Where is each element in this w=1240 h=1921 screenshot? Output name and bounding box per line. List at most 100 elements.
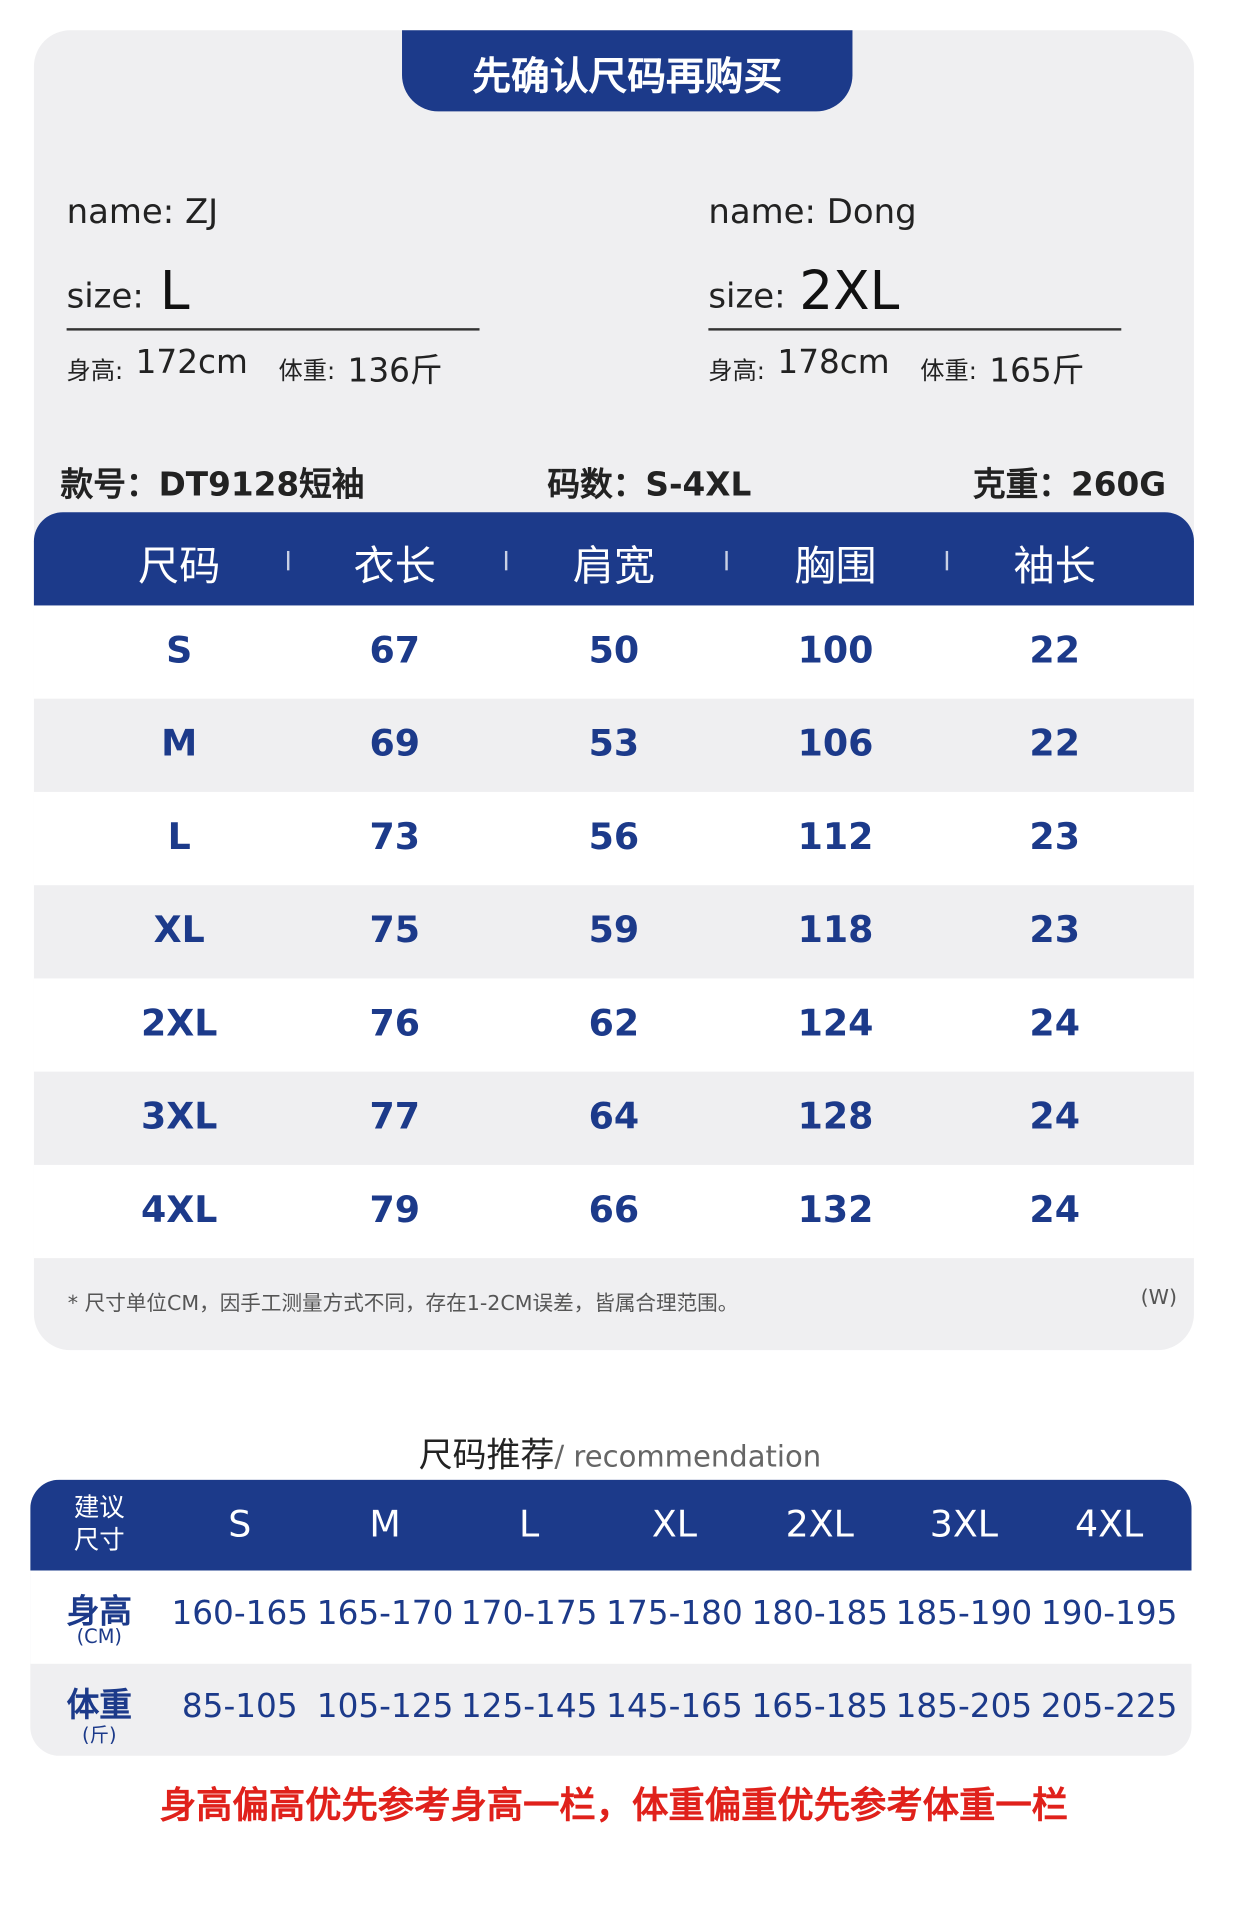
size-header: M (369, 1503, 401, 1547)
cell: 24 (1029, 1095, 1080, 1139)
range: 160-165 (171, 1594, 309, 1633)
header-separator (504, 550, 507, 571)
cell: 106 (797, 722, 874, 766)
cell: 50 (588, 629, 640, 673)
cell: 24 (1029, 1002, 1080, 1046)
cell: 128 (797, 1095, 874, 1139)
range: 180-185 (751, 1594, 889, 1633)
column-header: 胸围 (794, 542, 877, 591)
cell: S (166, 629, 193, 673)
rec-row-bg (30, 1570, 1192, 1664)
title: 先确认尺码再购买 (472, 53, 783, 100)
rec-subtitle: / recommendation (554, 1439, 822, 1474)
cell: 118 (797, 909, 874, 952)
size-value: 2XL (799, 260, 900, 323)
row-bg (33, 605, 1194, 699)
height-label: 身高: (66, 356, 124, 386)
cell: 53 (588, 722, 640, 766)
size-header: S (228, 1503, 252, 1547)
range: 105-125 (316, 1687, 454, 1726)
header-separator (286, 550, 290, 571)
cell: 62 (588, 1002, 640, 1046)
cell: 112 (797, 816, 874, 859)
cell: 23 (1029, 816, 1080, 859)
row-bg (33, 791, 1194, 886)
header-separator (724, 550, 728, 571)
cell: L (167, 816, 191, 859)
cell: 75 (369, 909, 421, 952)
column-header: 尺码 (138, 542, 221, 591)
style: 款号：DT9128短袖 (60, 466, 365, 504)
fabric-weight: 克重：260G (972, 466, 1167, 504)
range: 125-145 (460, 1687, 598, 1726)
cell: 22 (1029, 629, 1080, 673)
range: 165-170 (316, 1594, 454, 1633)
column-header: 袖长 (1013, 542, 1096, 591)
header-separator (945, 550, 948, 571)
rec-title: 尺码推荐 (418, 1434, 555, 1475)
range: 165-185 (751, 1687, 889, 1726)
weight-value: 165斤 (989, 352, 1085, 390)
cell: 67 (369, 629, 421, 673)
row-bg (33, 1164, 1194, 1259)
cell: 59 (588, 909, 640, 952)
cell: M (161, 722, 198, 766)
cell: 64 (588, 1095, 640, 1139)
model-name: name: ZJ (66, 191, 219, 232)
rec-table (30, 1479, 1192, 1756)
range: 185-205 (895, 1687, 1033, 1726)
corner-label: 建议 (73, 1493, 125, 1523)
note: * 尺寸单位CM，因手工测量方式不同，存在1-2CM误差，皆属合理范围。 (67, 1292, 739, 1317)
size-value: L (159, 260, 190, 323)
size-label: size: (708, 276, 786, 317)
title-tab (402, 30, 853, 112)
range: 190-195 (1040, 1594, 1178, 1633)
height-value: 178cm (777, 343, 890, 382)
range: 85-105 (181, 1687, 298, 1726)
cell: 77 (369, 1095, 421, 1139)
cell: 3XL (140, 1095, 218, 1139)
table-header (33, 512, 1194, 606)
underline (708, 328, 1122, 331)
weight-value: 136斤 (347, 352, 443, 390)
footer: 身高偏高优先参考身高一栏，体重偏重优先参考体重一栏 (159, 1784, 1069, 1828)
model-name: name: Dong (708, 191, 917, 232)
cell: 2XL (140, 1002, 218, 1046)
size-header: 4XL (1075, 1503, 1144, 1547)
corner-label: 尺寸 (73, 1525, 125, 1555)
size-range: 码数：S-4XL (547, 466, 752, 504)
size-header: 2XL (785, 1503, 854, 1547)
size-header: XL (651, 1503, 698, 1547)
cell: 56 (588, 816, 640, 859)
cell: 69 (369, 722, 421, 766)
weight-label: 体重: (920, 356, 977, 386)
cell: 66 (588, 1189, 640, 1232)
cell: 22 (1029, 722, 1080, 766)
size-header: L (519, 1503, 540, 1547)
range: 145-165 (606, 1687, 743, 1726)
row-bg (33, 978, 1194, 1072)
range: 175-180 (606, 1594, 743, 1633)
size-header: 3XL (929, 1503, 998, 1547)
height-label: 身高: (708, 356, 765, 386)
row-unit: (斤) (82, 1723, 117, 1747)
cell: 100 (797, 629, 874, 673)
row-label: 身高 (66, 1593, 132, 1632)
cell: 79 (369, 1189, 421, 1232)
rec-heading: 尺码推荐/ recommendation (419, 1429, 821, 1477)
cell: XL (153, 909, 205, 952)
note-tag: (W) (1140, 1285, 1177, 1311)
row-unit: (CM) (76, 1625, 122, 1649)
size-label: size: (66, 276, 144, 317)
cell: 24 (1029, 1189, 1080, 1232)
range: 185-190 (895, 1594, 1033, 1633)
cell: 4XL (140, 1189, 218, 1232)
row-label: 体重 (66, 1686, 132, 1725)
height-value: 172cm (135, 343, 248, 382)
rec-header (30, 1479, 1192, 1571)
range: 170-175 (460, 1594, 598, 1633)
cell: 124 (797, 1002, 874, 1046)
cell: 76 (369, 1002, 421, 1046)
column-header: 衣长 (353, 542, 436, 591)
